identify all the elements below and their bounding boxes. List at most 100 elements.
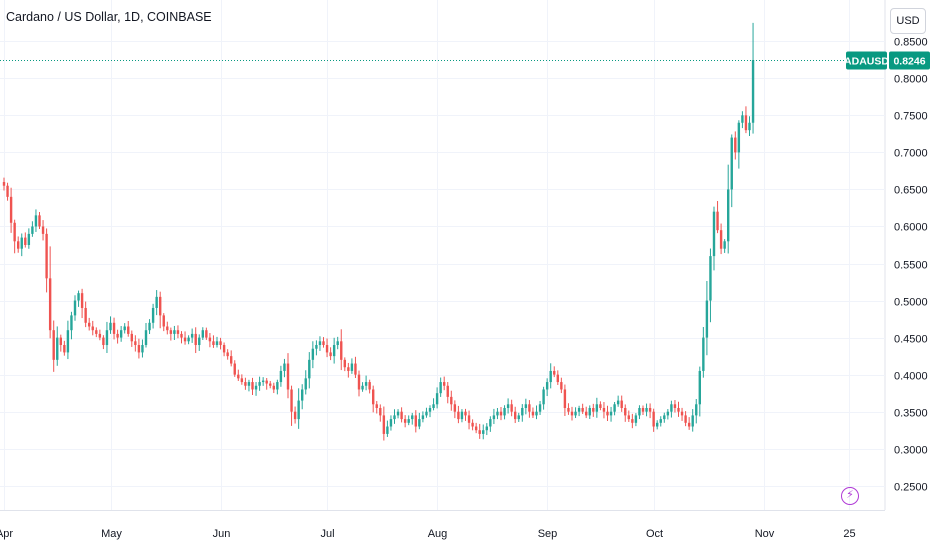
price-tick-label: 0.4000 xyxy=(894,371,928,383)
candle-body xyxy=(570,411,574,416)
candle-body xyxy=(244,382,247,386)
candle-body xyxy=(201,330,204,338)
candle xyxy=(336,336,339,350)
candle xyxy=(258,376,261,391)
lightning-bolt-icon[interactable]: ⚡ xyxy=(841,487,859,505)
candle-body xyxy=(332,345,336,357)
candle xyxy=(134,335,137,352)
candle xyxy=(585,406,588,419)
candle-body xyxy=(322,341,325,346)
candle xyxy=(66,320,70,360)
candle xyxy=(684,411,687,427)
price-tag-background xyxy=(889,51,930,70)
candle-body xyxy=(240,378,244,383)
candle xyxy=(741,111,744,129)
candle-body xyxy=(361,385,364,390)
candle-body xyxy=(269,383,272,386)
candle-body xyxy=(712,211,716,257)
candle-body xyxy=(560,382,563,390)
candle xyxy=(403,415,407,428)
candle-body xyxy=(641,407,645,412)
candle-body xyxy=(315,345,318,349)
candle-body xyxy=(375,404,378,408)
candle-body xyxy=(687,422,691,427)
candle-body xyxy=(215,341,219,346)
candle-body xyxy=(599,404,602,408)
candle xyxy=(364,375,368,391)
candle xyxy=(709,248,712,323)
candle xyxy=(201,327,204,340)
price-axis[interactable]: 0.2500 0.3000 0.3500 0.4000 0.4500 0.5000 0.55… xyxy=(894,37,928,494)
candle xyxy=(297,388,300,429)
candle xyxy=(389,415,393,431)
price-tick-label: 0.6000 xyxy=(894,222,928,234)
candle-body xyxy=(677,407,680,412)
candle xyxy=(631,413,634,429)
candle-body xyxy=(212,341,215,346)
candle xyxy=(489,416,492,432)
candle xyxy=(425,407,428,418)
candle xyxy=(233,360,236,377)
candle-body xyxy=(297,400,300,420)
candle xyxy=(137,338,141,359)
candle-body xyxy=(414,415,417,427)
candle-body xyxy=(91,326,94,331)
candle-body xyxy=(329,352,332,357)
candle-body xyxy=(652,411,655,427)
candle xyxy=(70,311,73,340)
chart-title: Cardano / US Dollar, 1D, COINBASE xyxy=(6,10,212,24)
candle xyxy=(499,406,503,421)
candle xyxy=(613,401,616,416)
candle xyxy=(514,406,517,424)
candle-body xyxy=(109,322,112,331)
candle xyxy=(254,382,258,396)
candle xyxy=(194,327,197,354)
candle-body xyxy=(372,389,375,405)
candle-body xyxy=(450,396,453,405)
candle xyxy=(634,413,638,427)
candle xyxy=(680,407,684,421)
candle-body xyxy=(364,382,368,386)
price-tick-label: 0.4500 xyxy=(894,334,928,346)
candle xyxy=(52,320,55,372)
price-tick-label: 0.3500 xyxy=(894,408,928,420)
candle-body xyxy=(56,337,59,360)
candle-body xyxy=(155,296,158,308)
candle-body xyxy=(230,356,233,364)
candle-body xyxy=(510,404,513,412)
candle-body xyxy=(354,363,357,375)
candle xyxy=(691,409,694,432)
candle-body xyxy=(105,330,109,346)
candle-body xyxy=(141,345,144,353)
candle xyxy=(311,341,315,369)
candle-body xyxy=(127,326,130,334)
candle xyxy=(45,228,48,293)
candle-body xyxy=(670,404,673,412)
candle-body xyxy=(9,196,13,223)
time-tick-label: Apr xyxy=(0,528,13,540)
candle-body xyxy=(474,426,478,431)
candle-body xyxy=(723,241,726,249)
candle-body xyxy=(535,411,538,416)
time-axis[interactable]: Apr May Jun Jul Aug Sep Oct Nov 25 xyxy=(0,528,856,540)
candle xyxy=(538,400,542,416)
candle-body xyxy=(130,333,133,342)
time-tick-label: Sep xyxy=(538,528,558,540)
candle-body xyxy=(606,411,609,416)
candle xyxy=(95,327,98,338)
candle-body xyxy=(148,322,151,331)
candle-body xyxy=(251,382,254,390)
symbol-tag-background xyxy=(846,51,887,70)
currency-button[interactable]: USD xyxy=(890,8,926,34)
candle xyxy=(734,131,737,160)
candle-body xyxy=(482,430,485,434)
candle xyxy=(432,398,435,411)
candle xyxy=(357,370,361,397)
candle xyxy=(332,337,336,364)
candle-body xyxy=(432,404,435,408)
candle xyxy=(393,409,396,424)
candle-body xyxy=(624,407,627,416)
candle xyxy=(109,316,112,334)
candle-body xyxy=(151,307,155,323)
